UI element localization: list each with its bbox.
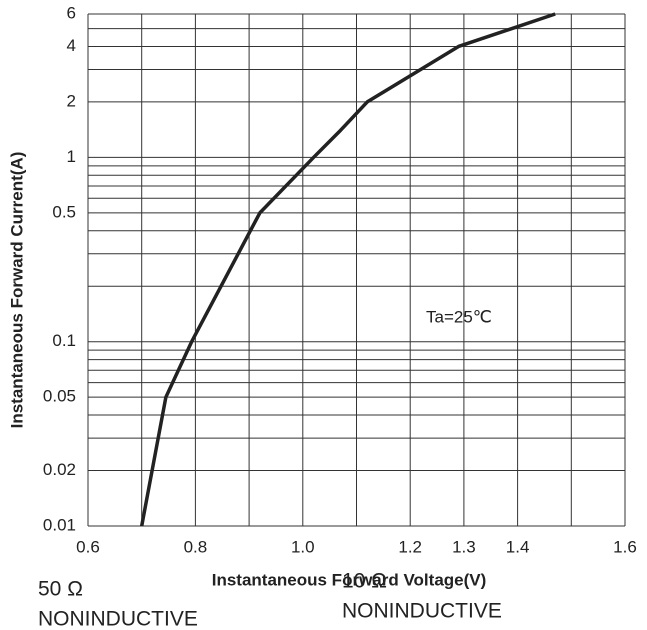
- annotation: 10 Ω: [342, 570, 387, 593]
- y-tick-label: 0.01: [43, 515, 76, 534]
- annotation: NONINDUCTIVE: [342, 600, 502, 623]
- y-tick-label: 6: [67, 3, 76, 22]
- y-tick-label: 4: [67, 36, 76, 55]
- annotation: Ta=25℃: [426, 307, 492, 326]
- x-axis-label: Instantaneous Forward Voltage(V): [212, 570, 487, 589]
- x-tick-label: 1.4: [506, 537, 530, 556]
- annotation: NONINDUCTIVE: [38, 608, 198, 630]
- x-tick-label: 0.8: [184, 537, 208, 556]
- x-tick-label: 1.2: [398, 537, 422, 556]
- y-tick-label: 0.1: [52, 331, 76, 350]
- x-tick-label: 0.6: [76, 537, 100, 556]
- annotation: 50 Ω: [38, 578, 83, 601]
- y-axis-label: Instantaneous Forward Current(A): [7, 152, 26, 429]
- y-tick-label: 2: [67, 91, 76, 110]
- y-tick-label: 0.5: [52, 202, 76, 221]
- x-tick-label: 1.3: [452, 537, 476, 556]
- y-tick-label: 0.05: [43, 387, 76, 406]
- y-tick-label: 0.02: [43, 460, 76, 479]
- x-tick-label: 1.6: [613, 537, 637, 556]
- y-tick-label: 1: [67, 147, 76, 166]
- data-line: [139, 12, 556, 527]
- x-tick-label: 1.0: [291, 537, 315, 556]
